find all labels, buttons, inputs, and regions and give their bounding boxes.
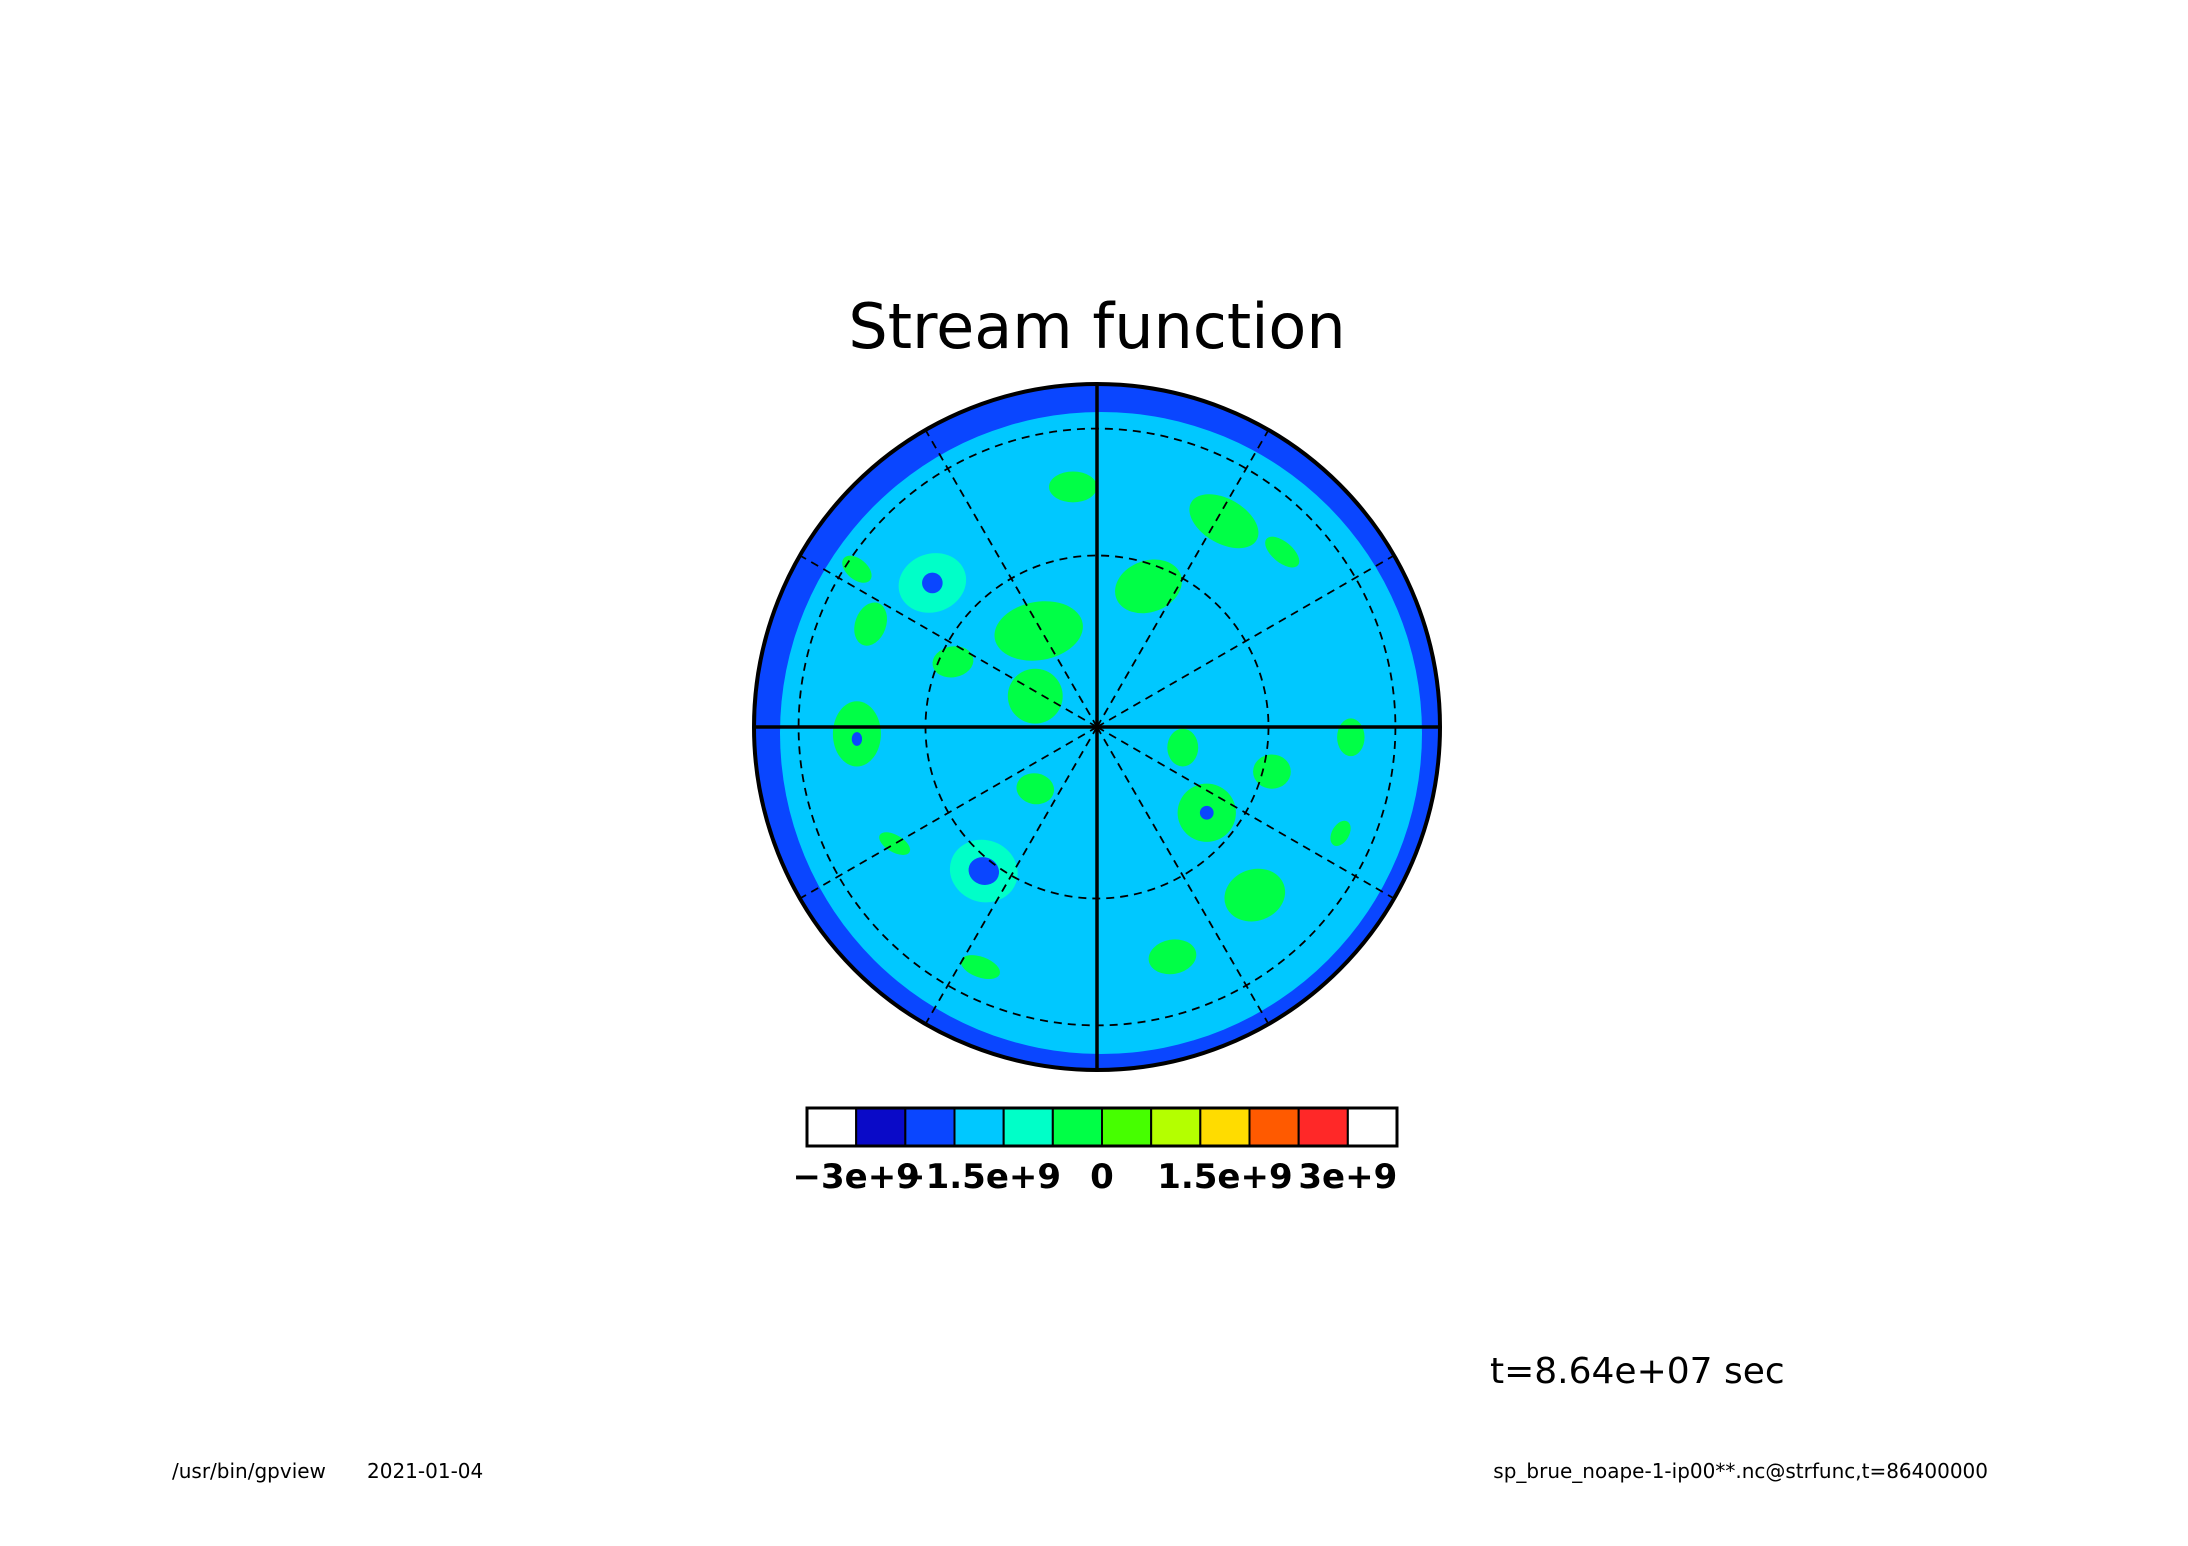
- contour-anomaly-0: [1048, 471, 1097, 503]
- plot-boundary-circle: [752, 382, 1442, 1072]
- colorbar: −3e+9−1.5e+9 0 1.5e+9 3e+9: [792, 1106, 1399, 1197]
- colorbar-swatch-9: [1248, 1107, 1300, 1147]
- contour-anomaly-16: [1016, 773, 1055, 805]
- polar-contour-plot: [752, 382, 1442, 1072]
- colorbar-swatch-10: [1297, 1107, 1349, 1147]
- colorbar-swatch-7: [1150, 1107, 1202, 1147]
- chart-title: Stream function: [848, 290, 1345, 363]
- colorbar-tick-label-1: −1.5e+9: [897, 1157, 1061, 1197]
- contour-anomaly-25: [1148, 939, 1197, 975]
- meridian-210: [924, 726, 1098, 1025]
- footer-program: /usr/bin/gpview: [172, 1459, 326, 1483]
- time-label: t=8.64e+07 sec: [1490, 1351, 1785, 1392]
- footer-date: 2021-01-04: [367, 1459, 483, 1483]
- colorbar-tick-label-4: 3e+9: [1298, 1157, 1397, 1197]
- colorbar-swatch-2: [904, 1107, 956, 1147]
- contour-anomaly-12: [851, 732, 863, 746]
- contour-anomaly-4: [922, 572, 943, 594]
- colorbar-swatch-5: [1051, 1107, 1104, 1147]
- meridian-30: [1096, 429, 1270, 728]
- colorbar-swatch-0: [806, 1107, 858, 1147]
- contour-anomaly-14: [1253, 754, 1291, 789]
- meridian-150: [1096, 726, 1270, 1025]
- contour-anomaly-22: [968, 857, 1000, 885]
- footer-source: sp_brue_noape-1-ip00**.nc@strfunc,t=8640…: [1493, 1459, 1988, 1483]
- colorbar-swatch-3: [953, 1107, 1005, 1147]
- contour-anomaly-2: [1265, 536, 1300, 568]
- contour-anomaly-19: [1330, 820, 1351, 846]
- contour-anomaly-13: [1167, 728, 1199, 767]
- contour-anomaly-9: [1007, 668, 1063, 724]
- colorbar-swatch-4: [1002, 1107, 1054, 1147]
- contour-anomaly-20: [879, 832, 911, 855]
- contour-anomaly-10: [842, 555, 872, 583]
- contour-anomaly-7: [994, 601, 1083, 661]
- meridian-240: [799, 726, 1098, 900]
- contour-anomaly-1: [1189, 494, 1259, 549]
- colorbar-swatch-8: [1199, 1107, 1251, 1147]
- meridian-300: [799, 554, 1098, 728]
- contour-anomaly-23: [1224, 868, 1286, 922]
- contour-anomaly-24: [960, 955, 1001, 980]
- colorbar-swatch-1: [855, 1107, 907, 1147]
- contour-anomaly-5: [854, 602, 888, 646]
- colorbar-tick-label-2: 0: [1090, 1157, 1114, 1197]
- colorbar-tick-label-3: 1.5e+9: [1157, 1157, 1292, 1197]
- colorbar-swatch-11: [1346, 1107, 1399, 1147]
- meridian-60: [1096, 554, 1395, 728]
- contour-anomaly-15: [1337, 718, 1365, 757]
- colorbar-tick-label-0: −3e+9: [792, 1157, 919, 1197]
- contour-anomaly-18: [1199, 805, 1214, 820]
- colorbar-swatch-6: [1101, 1107, 1153, 1147]
- meridian-330: [924, 429, 1098, 728]
- meridian-120: [1096, 726, 1395, 900]
- colorbar-frame: [805, 1106, 1399, 1148]
- contour-anomaly-8: [1115, 559, 1182, 614]
- contour-anomaly-6: [932, 646, 974, 678]
